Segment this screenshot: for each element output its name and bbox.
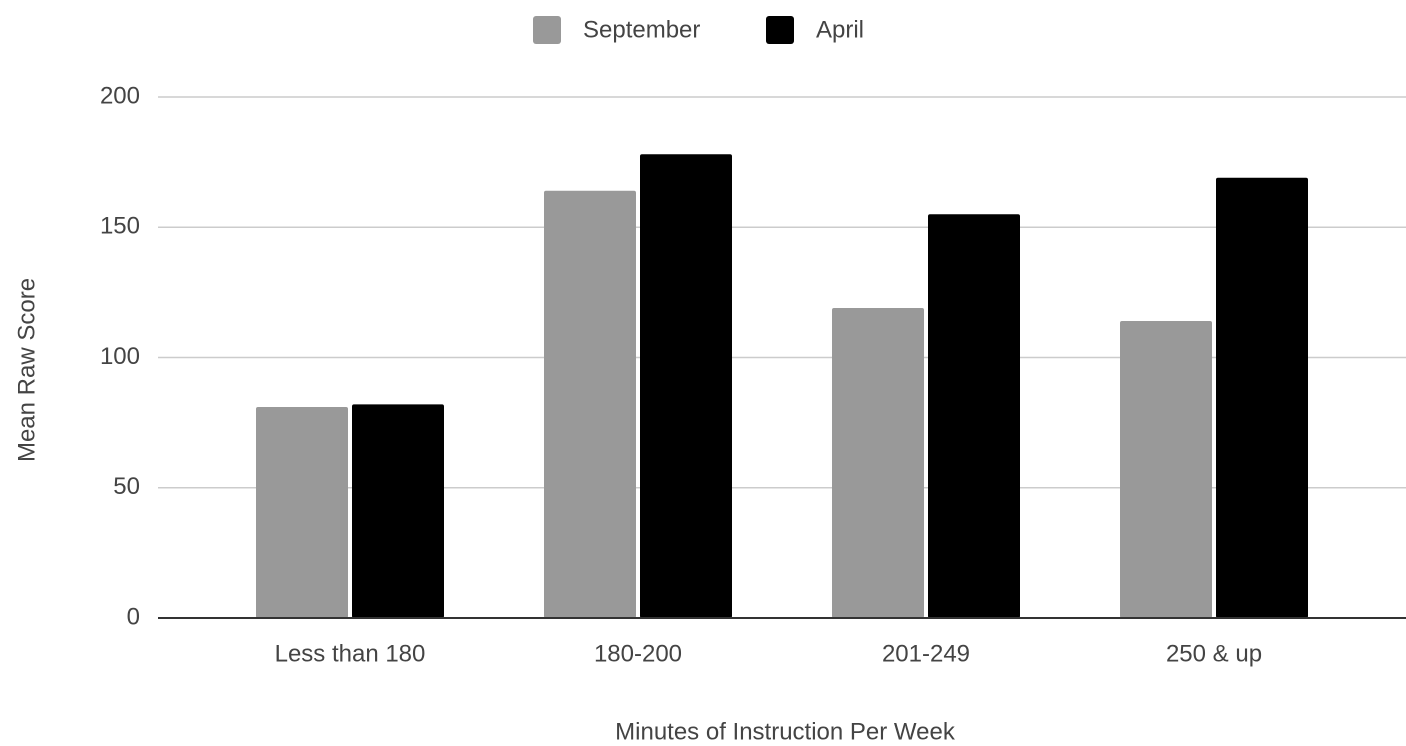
- legend-label: April: [816, 16, 864, 43]
- bar: [1120, 321, 1212, 618]
- bar: [640, 154, 732, 618]
- x-tick-label: Less than 180: [275, 640, 426, 667]
- y-tick-label: 50: [113, 473, 140, 500]
- bar: [544, 190, 636, 618]
- y-tick-label: 0: [127, 603, 140, 630]
- y-tick-label: 100: [100, 343, 140, 370]
- y-tick-label: 200: [100, 82, 140, 109]
- legend-swatch: [766, 16, 794, 44]
- y-tick-label: 150: [100, 213, 140, 240]
- y-axis-title: Mean Raw Score: [13, 278, 40, 462]
- x-tick-label: 250 & up: [1166, 640, 1262, 667]
- x-tick-label: 201-249: [882, 640, 970, 667]
- bar: [928, 214, 1020, 618]
- x-axis-title: Minutes of Instruction Per Week: [615, 718, 956, 745]
- bar: [352, 404, 444, 618]
- bar: [832, 308, 924, 618]
- bar: [256, 406, 348, 618]
- legend-swatch: [533, 16, 561, 44]
- legend-label: September: [583, 16, 700, 43]
- bar: [1216, 177, 1308, 618]
- x-tick-label: 180-200: [594, 640, 682, 667]
